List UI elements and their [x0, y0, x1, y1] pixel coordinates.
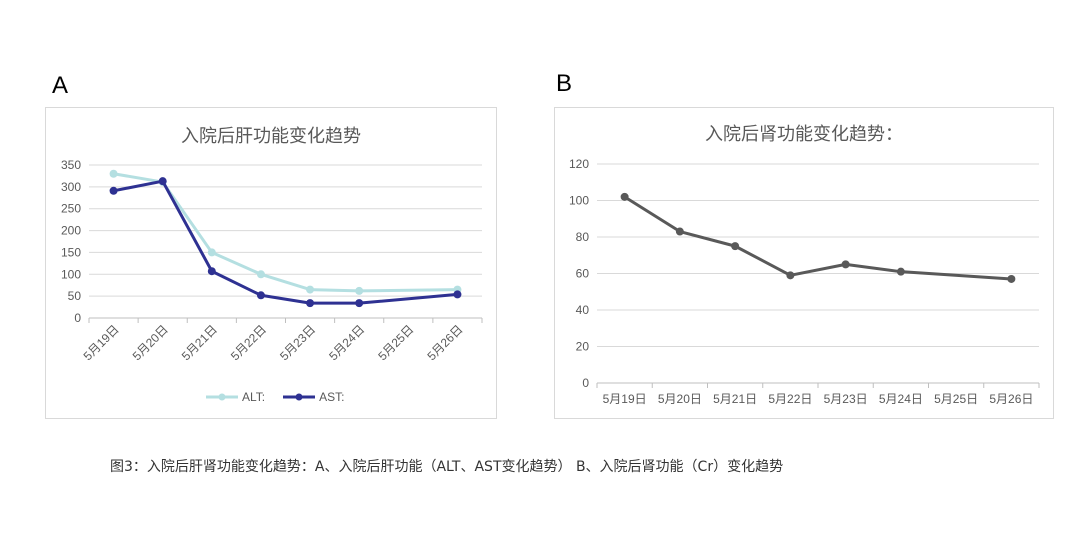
figure-caption: 图3：入院后肝肾功能变化趋势：A、入院后肝功能（ALT、AST变化趋势） B、入…	[110, 459, 784, 475]
chart-a-x-tick-label: 5月19日	[81, 322, 122, 363]
chart-a-y-tick-label: 100	[61, 267, 81, 281]
chart-a-y-tick-label: 250	[61, 202, 81, 216]
chart-b-x-tick-label: 5月26日	[989, 392, 1033, 406]
chart-b-y-tick-label: 80	[576, 230, 590, 244]
panel-b-label: B	[556, 70, 573, 97]
chart-b-x-tick-label: 5月20日	[658, 392, 702, 406]
legend-alt-label: ALT:	[242, 390, 266, 404]
chart-b-x-tick-label: 5月24日	[879, 392, 923, 406]
chart-a-legend: ALT: AST:	[206, 390, 344, 404]
chart-a-x-tick-label: 5月26日	[425, 322, 466, 363]
chart-a-plot: 0 50 100 150 200 250 300 350 5月19日 5月20日 5月21日 5月22…	[61, 158, 483, 363]
liver-function-chart: 入院后肝功能变化趋势 0 50 100 150 200 250 300 350 5月19日 5月2…	[45, 107, 497, 419]
chart-a-x-tick-label: 5月24日	[326, 322, 367, 363]
chart-b-y-tick-label: 20	[576, 340, 590, 354]
chart-a-x-tick-label: 5月25日	[375, 322, 416, 363]
chart-b-y-tick-label: 0	[582, 376, 589, 390]
chart-a-series-1-point	[453, 290, 462, 299]
chart-b-series-0-point	[896, 267, 905, 276]
chart-b-series-0-line	[623, 195, 1012, 281]
legend-ast-marker-icon	[283, 393, 316, 401]
chart-b-y-tick-label: 40	[576, 303, 590, 317]
chart-a-series-0-line	[113, 172, 458, 293]
chart-a-series-0-point	[355, 286, 364, 295]
chart-a-y-tick-label: 350	[61, 158, 81, 172]
chart-a-y-tick-label: 200	[61, 224, 81, 238]
chart-b-plot: 0 20 40 60 80 100 120 5月19日 5月20日 5月21日 5月22日 5月23日…	[569, 157, 1040, 406]
chart-b-x-tick-label: 5月22日	[768, 392, 812, 406]
legend-alt-marker-icon	[206, 393, 238, 401]
chart-a-x-tick-label: 5月23日	[277, 322, 318, 363]
panel-a-label: A	[52, 72, 69, 99]
chart-b-series-0-point	[1007, 274, 1016, 283]
legend-item-ast: AST:	[283, 390, 344, 404]
chart-b-series-0-point	[620, 192, 629, 201]
legend-ast-label: AST:	[319, 390, 345, 404]
chart-a-x-tick-label: 5月22日	[228, 322, 269, 363]
chart-a-x-tick-label: 5月21日	[179, 322, 220, 363]
chart-b-x-tick-label: 5月19日	[603, 392, 647, 406]
chart-b-series-0-point	[841, 260, 850, 269]
chart-a-y-tick-label: 150	[61, 245, 81, 259]
chart-b-x-tick-label: 5月25日	[934, 392, 978, 406]
chart-b-series-0-point	[731, 242, 740, 251]
chart-b-title: 入院后肾功能变化趋势：	[705, 124, 903, 145]
chart-a-title: 入院后肝功能变化趋势	[181, 126, 361, 147]
chart-a-series-1-point	[306, 299, 315, 308]
chart-a-y-tick-label: 0	[74, 311, 81, 325]
chart-a-series-0-point	[306, 285, 315, 294]
chart-b-y-tick-label: 120	[569, 157, 589, 171]
chart-b-x-tick-label: 5月23日	[824, 392, 868, 406]
chart-a-series-1-point	[256, 291, 265, 300]
chart-a-series-1-point	[355, 299, 364, 308]
chart-b-series-0-point	[675, 227, 684, 236]
chart-b-x-tick-label: 5月21日	[713, 392, 757, 406]
chart-a-y-tick-label: 300	[61, 180, 81, 194]
chart-a-series-0-point	[207, 248, 216, 257]
chart-b-y-tick-label: 100	[569, 194, 589, 208]
chart-b-y-tick-label: 60	[576, 267, 590, 281]
chart-a-series-1-point	[207, 267, 216, 276]
chart-a-series-0-point	[256, 270, 265, 279]
chart-a-series-1-point	[158, 177, 167, 186]
chart-a-x-tick-label: 5月20日	[130, 322, 171, 363]
chart-a-series-0-point	[109, 169, 118, 178]
chart-a-series-1-line	[113, 179, 458, 305]
chart-a-series-1-point	[109, 186, 118, 195]
legend-item-alt: ALT:	[206, 390, 265, 404]
kidney-function-chart: 入院后肾功能变化趋势： 0 20 40 60 80 100 120 5月19日 5月20日 5月2…	[554, 107, 1054, 419]
chart-b-series-0-point	[786, 271, 795, 280]
chart-a-y-tick-label: 50	[68, 289, 82, 303]
